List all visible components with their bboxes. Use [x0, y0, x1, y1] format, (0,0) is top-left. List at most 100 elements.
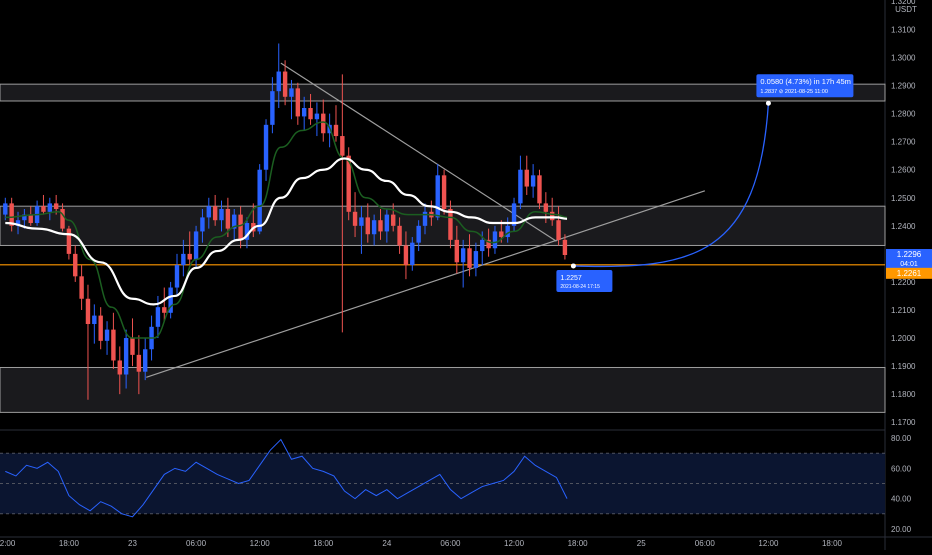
candle[interactable]	[143, 338, 148, 381]
candle[interactable]	[276, 43, 281, 109]
candle[interactable]	[371, 214, 377, 246]
y-tick-label: 1.1900	[891, 362, 916, 371]
candle-body	[289, 88, 294, 97]
candle[interactable]	[111, 312, 116, 369]
candle[interactable]	[410, 237, 415, 271]
candle[interactable]	[181, 239, 186, 277]
candle[interactable]	[136, 335, 142, 395]
candle[interactable]	[168, 281, 173, 319]
support-resistance-zone[interactable]	[0, 366, 886, 413]
candle[interactable]	[352, 192, 358, 238]
candle[interactable]	[162, 287, 167, 322]
candle[interactable]	[314, 102, 320, 137]
candle[interactable]	[47, 197, 53, 221]
candle[interactable]	[73, 245, 78, 282]
candle[interactable]	[193, 225, 199, 268]
candle[interactable]	[212, 194, 218, 226]
candle[interactable]	[333, 105, 339, 142]
ema-slow-line[interactable]	[5, 157, 568, 306]
candle[interactable]	[9, 197, 14, 232]
candle[interactable]	[295, 82, 301, 125]
candle[interactable]	[187, 231, 192, 266]
candle-body	[181, 253, 186, 266]
candle[interactable]	[537, 169, 542, 209]
candle[interactable]	[391, 203, 396, 232]
candle[interactable]	[340, 74, 345, 333]
candle[interactable]	[282, 60, 288, 106]
candle[interactable]	[232, 208, 237, 240]
candle[interactable]	[28, 206, 33, 226]
rsi-line[interactable]	[5, 438, 568, 518]
candle[interactable]	[511, 197, 517, 232]
candle[interactable]	[530, 164, 536, 198]
trendline[interactable]	[146, 190, 706, 378]
candle[interactable]	[460, 239, 466, 288]
candle[interactable]	[270, 77, 275, 134]
projection-start-point[interactable]	[570, 263, 576, 269]
candle[interactable]	[492, 225, 498, 254]
candle[interactable]	[98, 307, 103, 350]
candle[interactable]	[257, 164, 262, 235]
candle[interactable]	[22, 208, 27, 229]
y-tick-label: 1.2700	[891, 138, 916, 147]
candle[interactable]	[60, 203, 65, 232]
candle[interactable]	[41, 194, 46, 215]
support-resistance-zone[interactable]	[0, 205, 886, 246]
support-resistance-zone[interactable]	[0, 83, 886, 102]
candle[interactable]	[92, 304, 97, 344]
candle[interactable]	[454, 225, 460, 274]
candle[interactable]	[117, 346, 122, 395]
candle[interactable]	[244, 217, 250, 249]
candle[interactable]	[206, 197, 211, 229]
candle[interactable]	[219, 200, 224, 232]
candle[interactable]	[416, 220, 421, 252]
ema-fast-line[interactable]	[5, 121, 568, 339]
candle[interactable]	[34, 200, 40, 226]
candle[interactable]	[321, 99, 326, 142]
candle[interactable]	[403, 231, 409, 280]
candle[interactable]	[378, 208, 383, 240]
candle[interactable]	[435, 164, 440, 221]
candle[interactable]	[15, 211, 21, 235]
candle[interactable]	[130, 318, 135, 367]
candle[interactable]	[524, 155, 529, 195]
candle[interactable]	[549, 197, 555, 226]
candle[interactable]	[441, 169, 447, 215]
projection-curve[interactable]	[573, 103, 770, 268]
rsi-y-tick-label: 60.00	[891, 464, 912, 473]
candle-body	[41, 206, 46, 212]
candle[interactable]	[473, 242, 479, 277]
candle[interactable]	[3, 197, 8, 221]
candle[interactable]	[85, 284, 91, 400]
trendline[interactable]	[280, 62, 557, 242]
candle[interactable]	[448, 200, 453, 249]
candle[interactable]	[562, 234, 568, 260]
candle[interactable]	[174, 253, 180, 296]
candle[interactable]	[238, 206, 243, 249]
candle-body	[473, 251, 479, 268]
candle[interactable]	[422, 203, 428, 235]
candle-body	[346, 155, 351, 212]
candle[interactable]	[301, 96, 307, 131]
candle[interactable]	[505, 217, 510, 243]
candle[interactable]	[308, 93, 313, 125]
candle[interactable]	[289, 79, 294, 120]
candle[interactable]	[365, 203, 370, 243]
candle[interactable]	[66, 225, 72, 260]
projection-end-label-bg	[756, 74, 854, 98]
candle[interactable]	[556, 206, 561, 246]
candle[interactable]	[200, 208, 205, 243]
candle[interactable]	[384, 208, 390, 243]
candle[interactable]	[518, 155, 523, 209]
candle[interactable]	[123, 329, 129, 389]
candle[interactable]	[263, 119, 269, 181]
candle[interactable]	[397, 217, 402, 254]
candle[interactable]	[486, 228, 491, 257]
projection-end-point[interactable]	[765, 100, 771, 106]
candle[interactable]	[467, 234, 472, 277]
candle[interactable]	[79, 265, 84, 310]
candle[interactable]	[359, 206, 364, 254]
candle[interactable]	[104, 321, 110, 355]
